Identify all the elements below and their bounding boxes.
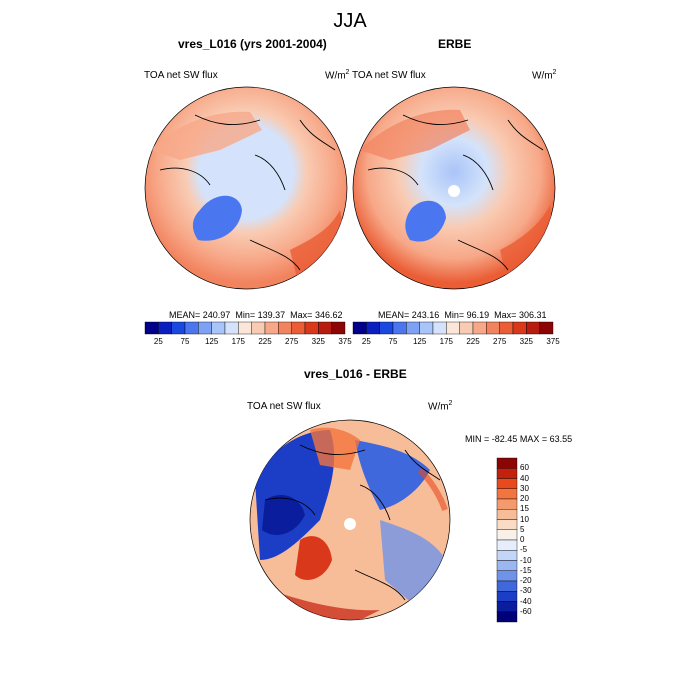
panel2-stats: MEAN= 243.16 Min= 96.19 Max= 306.31 — [378, 310, 547, 320]
colorbar-tick-label: 75 — [180, 337, 190, 346]
colorbar-swatch — [496, 529, 518, 541]
colorbar-swatch — [496, 519, 518, 530]
panel1-colorbar — [144, 321, 346, 335]
colorbar-swatch — [496, 601, 518, 612]
panel3-greenland-positive — [295, 536, 332, 580]
colorbar-tick-label: 125 — [204, 337, 219, 346]
figure-title: JJA — [333, 10, 367, 32]
colorbar-swatch — [496, 539, 518, 551]
panel1-greenland-region — [192, 195, 242, 241]
colorbar-swatch — [496, 509, 518, 520]
panel3-colorbar — [496, 457, 518, 623]
colorbar-tick-label: 75 — [388, 337, 398, 346]
colorbar-swatch — [331, 321, 346, 335]
colorbar-tick-label: 275 — [284, 337, 299, 346]
colorbar-tick-label: -60 — [520, 606, 532, 616]
panel2-greenland-region — [405, 200, 446, 242]
colorbar-tick-label: 0 — [520, 535, 525, 544]
panel2-colorbar — [352, 321, 554, 335]
colorbar-tick-label: 5 — [520, 524, 525, 534]
panel2-min: 96.19 — [466, 310, 490, 320]
colorbar-tick-label: -30 — [520, 586, 532, 596]
colorbar-tick-label: 40 — [520, 473, 529, 483]
colorbar-tick-label: -20 — [520, 576, 532, 585]
panel2-field-label: TOA net SW flux — [352, 70, 426, 81]
colorbar-swatch — [496, 580, 518, 592]
panel2-missing-pole — [448, 185, 460, 197]
colorbar-tick-label: 30 — [520, 483, 529, 493]
colorbar-tick-label: 10 — [520, 514, 529, 524]
colorbar-swatch — [496, 550, 518, 561]
colorbar-tick-label: 375 — [338, 337, 352, 346]
panel3-units: W/m2 — [428, 400, 453, 413]
colorbar-tick-label: 25 — [361, 337, 371, 346]
panel2-title: ERBE — [438, 37, 472, 51]
colorbar-swatch — [496, 591, 518, 602]
colorbar-swatch — [496, 488, 518, 500]
colorbar-tick-label: 125 — [412, 337, 427, 346]
colorbar-swatch — [496, 498, 518, 510]
panel3-min: -82.45 — [491, 434, 518, 444]
panel3-minmax: MIN = -82.45 MAX = 63.55 — [465, 434, 573, 444]
colorbar-swatch — [496, 560, 518, 571]
colorbar-swatch — [539, 321, 554, 335]
colorbar-tick-label: 60 — [520, 463, 529, 473]
colorbar-tick-label: 225 — [466, 337, 480, 346]
panel1-max: 346.62 — [314, 310, 343, 320]
colorbar-tick-label: 325 — [311, 337, 325, 346]
colorbar-swatch — [496, 570, 518, 582]
panel1-mean: 240.97 — [202, 310, 231, 320]
panel3-field-label: TOA net SW flux — [247, 401, 321, 412]
panel2-mean: 243.16 — [411, 310, 440, 320]
panel2-units: W/m2 — [532, 69, 557, 82]
panel3-max: 63.55 — [549, 434, 573, 444]
panel3-title: vres_L016 - ERBE — [304, 367, 407, 381]
panel1-title: vres_L016 (yrs 2001-2004) — [178, 37, 327, 51]
panel1-field-label: TOA net SW flux — [144, 70, 218, 81]
colorbar-tick-label: 15 — [520, 504, 529, 514]
colorbar-tick-label: 175 — [231, 337, 245, 346]
colorbar-tick-label: -15 — [520, 565, 532, 575]
colorbar-tick-label: 275 — [492, 337, 507, 346]
panel1-min: 139.37 — [257, 310, 286, 320]
panel1-stats: MEAN= 240.97 Min= 139.37 Max= 346.62 — [169, 310, 343, 320]
colorbar-tick-label: 325 — [519, 337, 533, 346]
colorbar-tick-label: 20 — [520, 494, 529, 503]
colorbar-tick-label: -10 — [520, 555, 532, 565]
panel3-missing-pole — [344, 518, 356, 530]
colorbar-tick-label: 375 — [546, 337, 560, 346]
colorbar-tick-label: 25 — [153, 337, 163, 346]
colorbar-tick-label: 225 — [258, 337, 272, 346]
panel1-units: W/m2 — [325, 69, 350, 82]
colorbar-tick-label: 175 — [439, 337, 453, 346]
colorbar-tick-label: -5 — [520, 545, 528, 555]
colorbar-swatch — [496, 457, 518, 469]
colorbar-swatch — [496, 478, 518, 489]
colorbar-swatch — [496, 611, 518, 623]
colorbar-swatch — [496, 468, 518, 479]
colorbar-tick-label: -40 — [520, 596, 532, 606]
panel2-max: 306.31 — [518, 310, 547, 320]
